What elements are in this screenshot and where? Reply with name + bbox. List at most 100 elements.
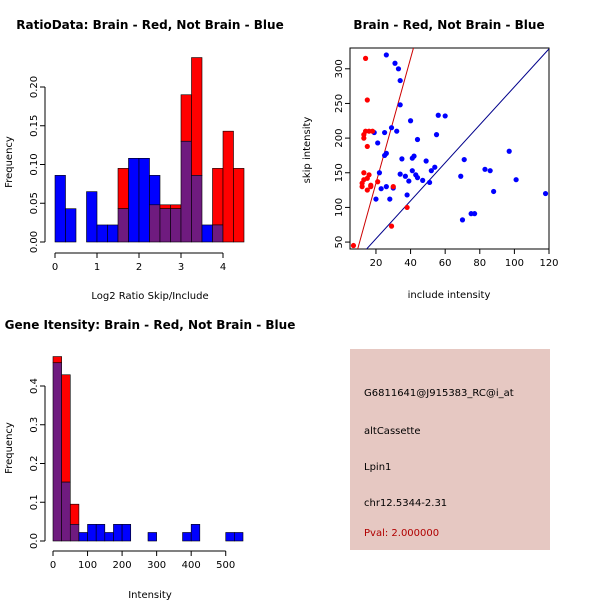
- not-brain-bar: [104, 532, 114, 542]
- brain-bar: [191, 57, 203, 176]
- not-brain-point: [487, 168, 493, 174]
- gene-info-location: chr12.5344-2.31: [364, 498, 447, 509]
- overlap-bar: [61, 481, 71, 542]
- brain-point: [364, 143, 370, 150]
- gene-intensity-axes: 0 100 200 300 400 500 0.0 0.1 0.2 0.3 0.4: [29, 378, 235, 571]
- not-brain-bar: [201, 224, 213, 243]
- not-brain-point: [491, 188, 497, 195]
- overlap-bar: [149, 204, 161, 243]
- scatter-plot-frame: [349, 47, 550, 250]
- x-tick-label: 3: [178, 262, 184, 273]
- x-tick-label: 0: [52, 262, 58, 273]
- gene-intensity-xlabel: Intensity: [128, 590, 172, 600]
- brain-point: [375, 179, 381, 185]
- not-brain-point: [394, 128, 400, 134]
- identity-line: [365, 48, 549, 249]
- y-tick-label: 0.00: [29, 231, 40, 253]
- x-tick-label: 4: [220, 262, 226, 273]
- brain-bar: [233, 168, 245, 243]
- intensity-scatter-panel: Brain - Red, Not Brain - Blue 20 40 60 80 10…: [302, 18, 559, 301]
- scatter-y-tick-label: 100: [334, 198, 345, 217]
- not-brain-point: [407, 118, 414, 124]
- not-brain-point: [395, 66, 402, 72]
- brain-bar: [117, 168, 129, 209]
- not-brain-point: [482, 166, 488, 172]
- not-brain-point: [506, 148, 512, 154]
- overlap-bar: [180, 140, 192, 243]
- not-brain-point: [420, 177, 426, 183]
- brain-point: [390, 184, 396, 190]
- not-brain-point: [442, 113, 448, 119]
- ratio-histogram-axes: 0 1 2 3 4 0.00 0.05 0.10 0.15 0.20: [29, 76, 226, 273]
- not-brain-bar: [138, 158, 150, 243]
- not-brain-point: [397, 102, 403, 108]
- not-brain-point: [542, 190, 549, 197]
- gene-info-gene-name: Lpin1: [364, 462, 391, 473]
- not-brain-bar: [54, 175, 66, 243]
- scatter-x-tick-label: 120: [539, 258, 558, 269]
- not-brain-point: [435, 112, 441, 118]
- not-brain-point: [406, 178, 412, 184]
- overlap-bar: [69, 524, 80, 542]
- brain-bar: [222, 130, 234, 243]
- not-brain-point: [397, 171, 403, 177]
- scatter-x-tick-label: 20: [370, 258, 383, 269]
- overlap-bar: [212, 224, 224, 243]
- not-brain-bar: [121, 524, 132, 542]
- scatter-points: [350, 52, 549, 249]
- brain-point: [368, 184, 374, 190]
- overlap-bar: [191, 175, 203, 243]
- scatter-x-tick-label: 80: [473, 258, 486, 269]
- scatter-x-tick-label: 60: [439, 258, 452, 269]
- not-brain-bar: [182, 532, 192, 542]
- y-tick-label: 0.4: [29, 378, 40, 394]
- scatter-title: Brain - Red, Not Brain - Blue: [353, 18, 544, 32]
- gene-info-background: [350, 349, 550, 550]
- gene-intensity-histogram-panel: Gene Itensity: Brain - Red, Not Brain - …: [4, 318, 295, 600]
- gene-info-pval: Pval: 2.000000: [364, 528, 439, 539]
- not-brain-bar: [149, 175, 161, 206]
- scatter-y-tick-label: 300: [334, 59, 345, 78]
- not-brain-point: [376, 170, 383, 176]
- scatter-x-tick-label: 40: [404, 258, 417, 269]
- scatter-axes: 20 40 60 80 100 120 50 100 150 200 250 300: [334, 59, 559, 269]
- ratio-histogram-bars: [54, 57, 245, 243]
- not-brain-point: [383, 52, 389, 58]
- not-brain-bar: [225, 532, 235, 542]
- not-brain-bar: [95, 524, 106, 542]
- x-tick-label: 100: [78, 560, 97, 571]
- x-tick-label: 400: [182, 560, 201, 571]
- not-brain-bar: [87, 524, 97, 542]
- not-brain-point: [382, 129, 388, 136]
- not-brain-bar: [96, 224, 108, 243]
- not-brain-bar: [234, 532, 244, 542]
- brain-point: [350, 242, 357, 249]
- not-brain-point: [459, 217, 466, 223]
- not-brain-bar: [107, 224, 119, 243]
- gene-intensity-title: Gene Itensity: Brain - Red, Not Brain - …: [5, 318, 296, 332]
- gene-info-event-type: altCassette: [364, 426, 421, 437]
- not-brain-bar: [65, 208, 77, 243]
- x-tick-label: 0: [50, 560, 56, 571]
- not-brain-point: [433, 132, 440, 138]
- ratio-histogram-title: RatioData: Brain - Red, Not Brain - Blue: [16, 18, 283, 32]
- brain-point: [404, 204, 410, 211]
- scatter-x-tick-label: 100: [505, 258, 524, 269]
- overlap-bar: [170, 208, 182, 243]
- y-tick-label: 0.20: [29, 76, 40, 98]
- not-brain-point: [513, 177, 519, 183]
- brain-point: [388, 223, 395, 229]
- overlap-bar: [159, 208, 171, 243]
- x-tick-label: 1: [94, 262, 100, 273]
- brain-point: [364, 97, 370, 103]
- not-brain-point: [423, 158, 429, 164]
- not-brain-bar: [128, 158, 140, 243]
- brain-point: [364, 187, 370, 193]
- not-brain-point: [402, 173, 408, 179]
- not-brain-bar: [190, 524, 201, 542]
- scatter-y-tick-label: 150: [334, 163, 345, 182]
- y-tick-label: 0.10: [29, 153, 40, 175]
- not-brain-point: [427, 179, 433, 186]
- brain-bar: [52, 356, 62, 364]
